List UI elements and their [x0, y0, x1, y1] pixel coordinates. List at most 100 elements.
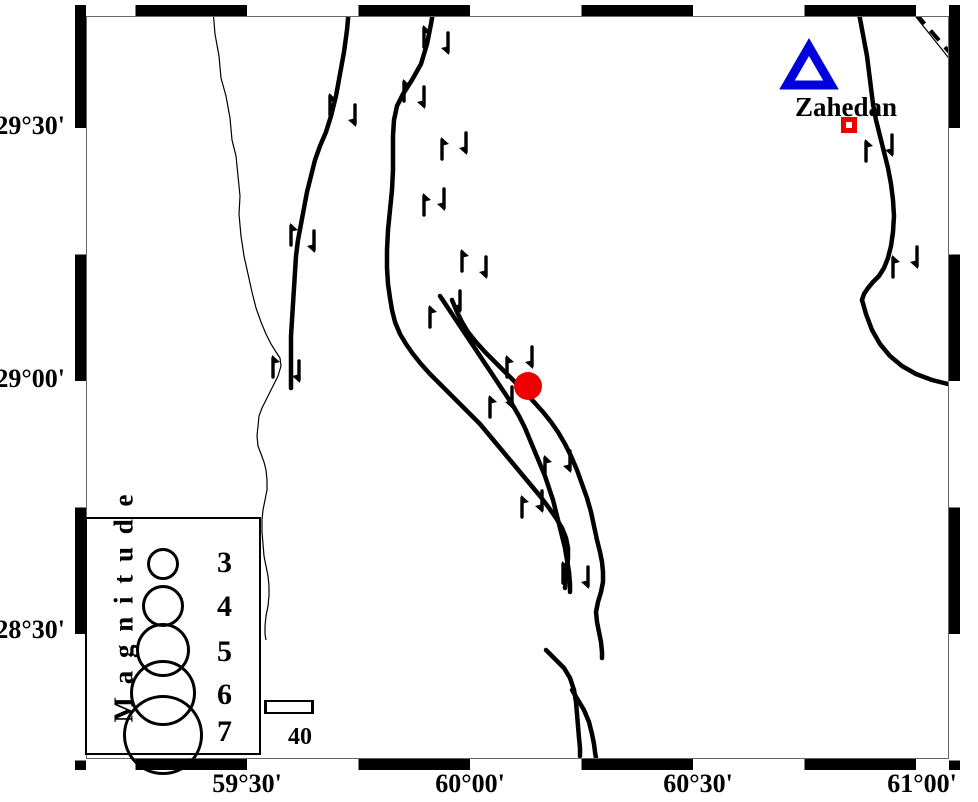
frame-band-bottom	[247, 759, 359, 770]
fault-slip-arrow	[479, 255, 488, 279]
y-axis-tick-label: 28°30'	[0, 615, 65, 644]
frame-band-top	[135, 5, 247, 16]
fault-line-lower-a	[543, 647, 583, 759]
epicenter-circle	[514, 372, 542, 400]
legend-value-magnitude-4: 4	[217, 590, 232, 623]
frame-band-left	[75, 381, 86, 508]
frame-band-right	[949, 634, 960, 761]
frame-band-top	[693, 5, 805, 16]
fault-slip-arrow	[292, 359, 301, 383]
frame-band-bottom	[916, 759, 960, 770]
frame-band-left	[75, 507, 86, 634]
fault-slip-arrow	[328, 93, 337, 117]
magnitude-legend: M a g n i t u d e 3 4 5 6 7	[85, 491, 261, 775]
fault-line-east	[857, 16, 897, 303]
fault-slip-arrow	[520, 495, 529, 519]
frame-band-right	[949, 128, 960, 255]
frame-band-top	[247, 5, 359, 16]
fault-slip-arrow	[307, 229, 316, 253]
frame-band-bottom	[581, 759, 693, 770]
fault-line-east-lower	[859, 297, 949, 387]
triangle-station-marker	[779, 38, 839, 90]
frame-band-bottom	[75, 759, 136, 770]
fault-slip-arrow	[417, 85, 426, 109]
fault-slip-arrow	[348, 103, 357, 127]
fault-slip-arrow	[402, 79, 411, 103]
map-frame	[75, 5, 960, 770]
fault-slip-arrow	[505, 355, 514, 379]
fault-slip-arrow	[543, 455, 552, 479]
scale-bar	[264, 700, 314, 714]
frame-band-right	[949, 760, 960, 770]
fault-slip-arrow	[460, 249, 469, 273]
fault-slip-arrow	[453, 289, 462, 313]
legend-symbol-magnitude-3	[147, 548, 179, 580]
legend-value-magnitude-5: 5	[217, 635, 232, 668]
fault-slip-arrow	[561, 561, 570, 585]
frame-band-bottom	[135, 759, 247, 770]
fault-slip-arrow	[563, 449, 572, 473]
border-thin-line	[914, 16, 949, 60]
frame-band-bottom	[693, 759, 805, 770]
frame-band-left	[75, 634, 86, 761]
city-label-zahedan: Zahedan	[795, 92, 898, 122]
red-square-marker	[841, 117, 857, 133]
frame-band-right	[949, 381, 960, 508]
fault-slip-arrow	[535, 489, 544, 513]
legend-value-magnitude-6: 6	[217, 678, 232, 711]
y-axis-tick-label: 29°30'	[0, 111, 65, 140]
x-axis-tick-label: 60°30'	[663, 769, 733, 798]
y-axis-tick-label: 29°00'	[0, 364, 65, 393]
fault-slip-arrow	[581, 565, 590, 589]
river-line	[212, 16, 282, 641]
fault-slip-arrow	[422, 25, 431, 49]
frame-band-top	[358, 5, 470, 16]
x-axis-tick-label: 60°00'	[435, 769, 505, 798]
fault-slip-arrow	[488, 395, 497, 419]
fault-slip-arrow	[437, 187, 446, 211]
frame-band-top	[804, 5, 916, 16]
fault-line-central-b	[449, 297, 606, 661]
frame-band-right	[949, 507, 960, 634]
legend-symbol-magnitude-4	[142, 585, 184, 627]
fault-slip-arrow	[885, 133, 894, 157]
fault-slip-arrow	[441, 31, 450, 55]
fault-line-central-c	[437, 293, 573, 595]
fault-slip-arrow	[891, 255, 900, 279]
legend-value-magnitude-3: 3	[217, 546, 232, 579]
fault-line-lower-b	[569, 687, 599, 759]
frame-band-right	[949, 254, 960, 381]
fault-slip-arrow	[864, 139, 873, 163]
scale-bar-group: 40	[264, 700, 314, 750]
frame-band-right	[949, 5, 960, 128]
frame-band-bottom	[358, 759, 470, 770]
frame-band-bottom	[804, 759, 916, 770]
frame-band-left	[75, 254, 86, 381]
frame-band-top	[916, 5, 960, 16]
x-axis-tick-label: 61°00'	[887, 769, 957, 798]
frame-band-bottom	[470, 759, 582, 770]
fault-slip-arrow	[505, 385, 514, 409]
legend-symbol-magnitude-7	[123, 695, 203, 775]
legend-value-magnitude-7: 7	[217, 715, 232, 748]
fault-slip-arrow	[422, 193, 431, 217]
fault-slip-arrow	[289, 223, 298, 247]
fault-line-central-a	[384, 16, 571, 591]
fault-slip-arrow	[525, 345, 534, 369]
frame-band-left	[75, 128, 86, 255]
fault-slip-arrow	[440, 137, 449, 161]
frame-band-top	[75, 5, 136, 16]
frame-band-left	[75, 5, 86, 128]
fault-slip-arrow	[910, 245, 919, 269]
map-content-layer	[212, 16, 949, 759]
x-axis-tick-label: 59°30'	[212, 769, 282, 798]
frame-band-left	[75, 760, 86, 770]
scale-bar-label: 40	[288, 724, 312, 750]
fault-line-west	[288, 16, 351, 391]
frame-band-top	[470, 5, 582, 16]
frame-band-top	[581, 5, 693, 16]
fault-slip-ticks	[271, 25, 919, 589]
fault-slip-arrow	[459, 131, 468, 155]
fault-slip-arrow	[271, 355, 280, 379]
